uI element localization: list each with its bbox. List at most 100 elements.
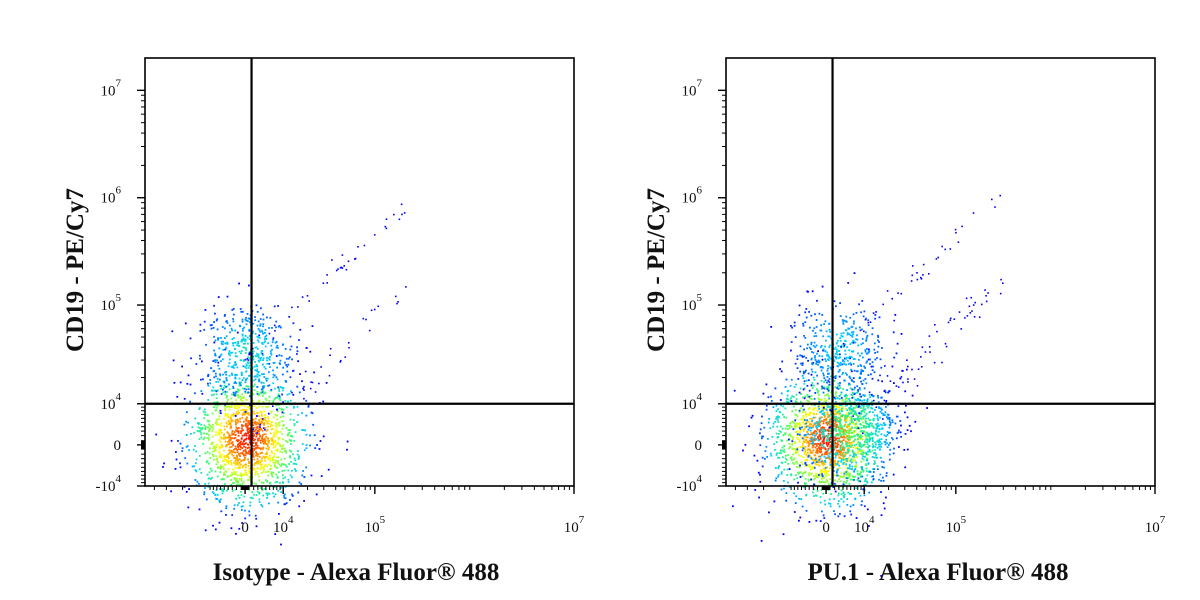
event-dot <box>872 445 875 447</box>
event-dot <box>797 481 799 484</box>
event-dot <box>234 329 237 332</box>
event-dot <box>253 410 255 413</box>
event-dot <box>906 416 909 419</box>
event-dot <box>242 449 245 452</box>
event-dot <box>837 339 839 342</box>
event-dot <box>844 353 847 356</box>
event-dot <box>254 447 257 450</box>
event-dot <box>252 347 254 350</box>
event-dot <box>848 465 851 468</box>
event-dot <box>823 434 826 437</box>
event-dot <box>373 308 376 311</box>
event-dot <box>223 478 225 481</box>
event-dot <box>863 505 866 508</box>
event-dot <box>253 464 256 467</box>
event-dot <box>827 358 829 361</box>
event-dot <box>236 456 238 458</box>
event-dot <box>788 442 791 445</box>
event-dot <box>823 400 826 403</box>
event-dot <box>843 362 846 365</box>
event-dot <box>273 441 276 444</box>
event-dot <box>267 445 269 447</box>
event-dot <box>838 369 841 372</box>
event-dot <box>339 267 342 269</box>
event-dot <box>984 289 986 291</box>
event-dot <box>269 468 272 470</box>
event-dot <box>827 449 829 452</box>
event-dot <box>200 378 202 381</box>
event-dot <box>796 462 799 465</box>
event-dot <box>985 295 987 297</box>
event-dot <box>856 479 859 481</box>
event-dot <box>802 420 805 423</box>
event-dot <box>222 391 225 394</box>
event-dot <box>228 352 230 354</box>
event-dot <box>817 423 819 426</box>
event-dot <box>238 384 241 387</box>
event-dot <box>232 448 235 451</box>
event-dot <box>886 431 889 433</box>
event-dot <box>844 451 847 454</box>
event-dot <box>275 444 277 446</box>
event-dot <box>289 455 291 457</box>
event-dot <box>228 436 231 439</box>
event-dot <box>219 412 222 415</box>
event-dot <box>849 343 852 345</box>
event-dot <box>237 345 240 347</box>
event-dot <box>257 439 259 442</box>
event-dot <box>231 430 234 432</box>
event-dot <box>823 418 826 421</box>
event-dot <box>846 425 848 428</box>
event-dot <box>283 412 285 414</box>
event-dot <box>218 367 221 370</box>
event-dot <box>275 449 277 451</box>
event-dot <box>249 441 251 444</box>
event-dot <box>840 346 842 348</box>
event-dot <box>834 413 837 416</box>
event-dot <box>807 445 810 448</box>
event-dot <box>244 449 247 451</box>
event-dot <box>233 448 236 450</box>
event-dot <box>833 355 836 358</box>
event-dot <box>822 391 825 394</box>
event-dot <box>839 513 841 515</box>
event-dot <box>838 350 840 352</box>
event-dot <box>223 315 226 317</box>
event-dot <box>231 342 234 345</box>
event-dot <box>864 478 867 481</box>
event-dot <box>259 452 262 455</box>
event-dot <box>820 379 823 382</box>
event-dot <box>961 225 963 228</box>
event-dot <box>750 416 753 419</box>
event-dot <box>248 338 251 341</box>
event-dot <box>238 502 240 504</box>
event-dot <box>228 443 230 445</box>
event-dot <box>262 438 264 441</box>
event-dot <box>802 428 805 431</box>
event-dot <box>866 348 868 350</box>
event-dot <box>233 477 236 479</box>
event-dot <box>801 463 804 466</box>
event-dot <box>224 473 226 476</box>
event-dot <box>255 525 258 528</box>
event-dot <box>279 431 282 433</box>
event-dot <box>259 463 262 466</box>
event-dot <box>836 341 838 344</box>
event-dot <box>252 418 255 421</box>
event-dot <box>274 461 277 464</box>
event-dot <box>861 469 864 471</box>
event-dot <box>823 404 826 407</box>
event-dot <box>805 369 807 372</box>
event-dot <box>292 322 295 325</box>
event-dot <box>256 432 258 434</box>
event-dot <box>301 429 303 431</box>
event-dot <box>225 456 227 458</box>
event-dot <box>845 419 848 422</box>
event-dot <box>278 513 280 515</box>
event-dot <box>852 446 855 449</box>
event-dot <box>849 387 852 390</box>
event-dot <box>236 427 239 430</box>
event-dot <box>205 432 208 435</box>
event-dot <box>262 448 264 450</box>
event-dot <box>211 394 213 397</box>
